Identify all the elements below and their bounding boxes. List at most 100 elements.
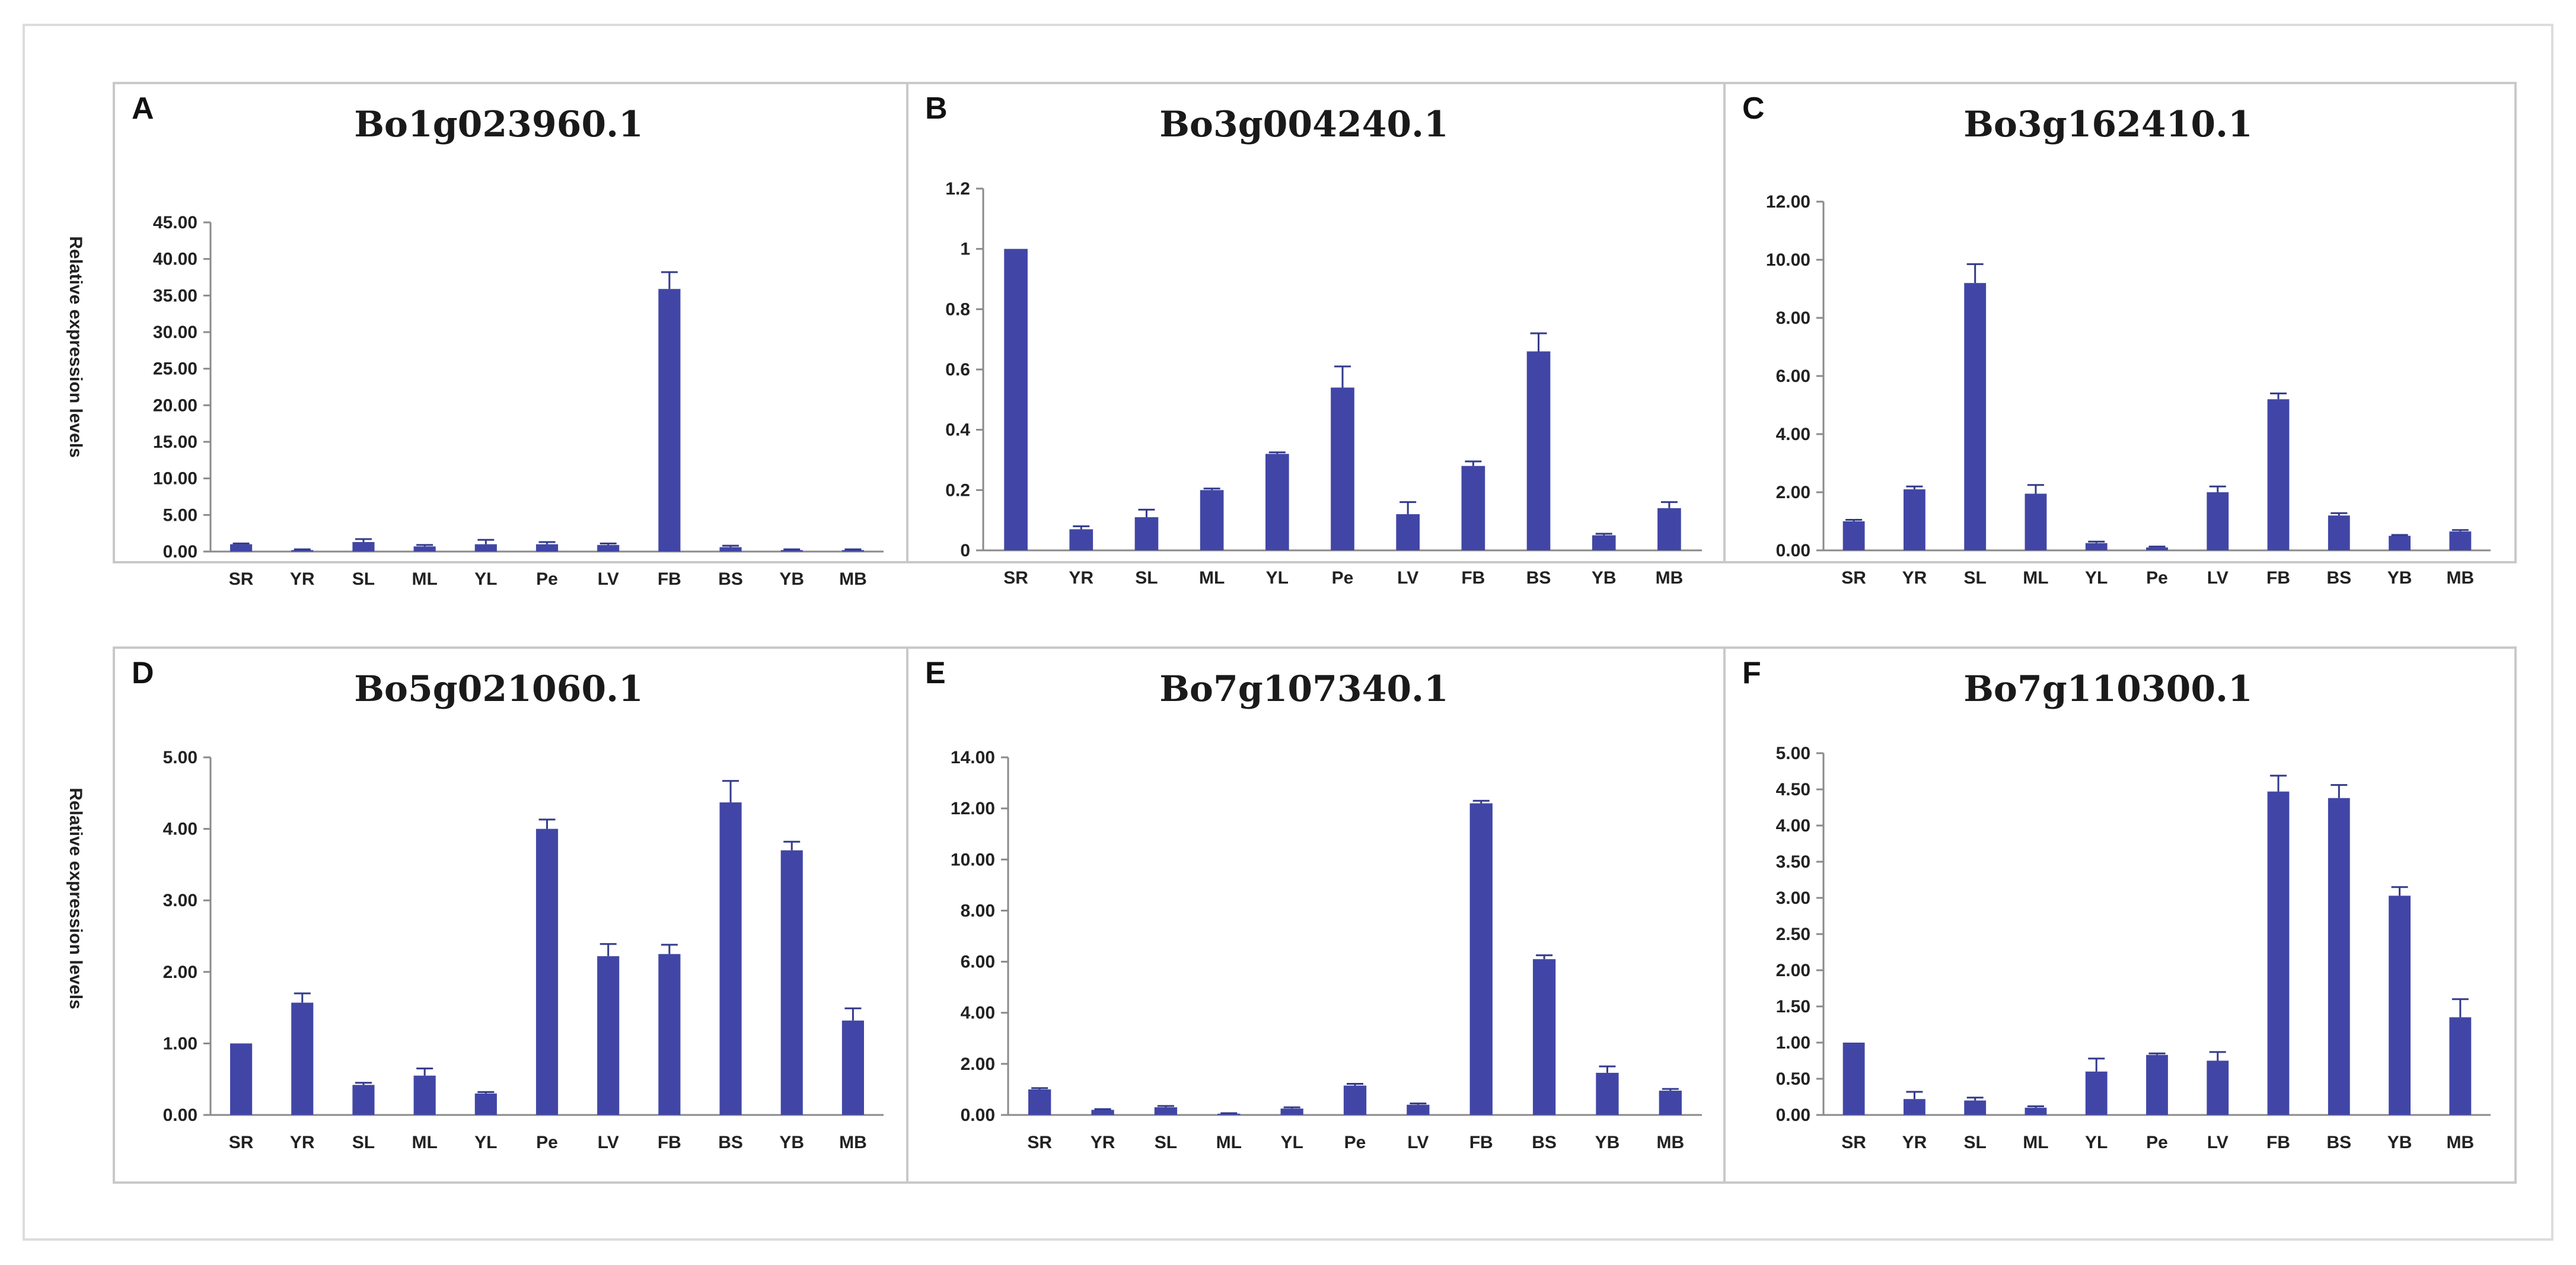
bar-sl — [352, 1085, 375, 1115]
bar-ml — [1200, 490, 1224, 550]
x-tick-label: MB — [839, 1133, 867, 1152]
panel-a: A Bo1g023960.1 0.00 5.00 10.00 15.00 20.00 25.0… — [113, 82, 908, 589]
x-tick-label: SL — [1964, 568, 1987, 588]
x-tick-label: YL — [474, 569, 497, 589]
bar-fb — [1461, 466, 1485, 550]
bar-pe — [1331, 387, 1354, 550]
x-tick-label: Pe — [1332, 568, 1354, 588]
bar-ml — [413, 546, 436, 552]
bar-mb — [1657, 508, 1681, 550]
x-tick-label: ML — [1199, 568, 1225, 588]
panel-d: D Bo5g021060.1 0.00 1.00 2.00 3.00 4.00 5.00 SR Y… — [113, 646, 908, 1184]
x-tick-label: ML — [2023, 568, 2048, 588]
bar-yr — [291, 1002, 314, 1115]
bar-ml — [413, 1075, 436, 1115]
bar-bs — [2328, 798, 2350, 1115]
bar-pe — [2146, 1054, 2168, 1115]
y-tick-label: 2.50 — [1776, 925, 1810, 944]
x-tick-label: ML — [1216, 1133, 1242, 1152]
bar-fb — [2267, 791, 2290, 1115]
bar-yb — [2389, 536, 2411, 550]
bar-bs — [1526, 351, 1551, 550]
y-tick-label: 12.00 — [1766, 192, 1810, 212]
y-tick-label: 2.00 — [1776, 483, 1810, 502]
y-tick-label: 3.00 — [163, 891, 197, 910]
y-tick-label: 6.00 — [961, 952, 995, 972]
chart-title: Bo3g162410.1 — [1963, 104, 2253, 145]
y-tick-label: 45.00 — [153, 213, 197, 232]
x-tick-label: SL — [352, 569, 375, 589]
x-tick-label: FB — [1469, 1133, 1493, 1152]
y-tick-label: 0.50 — [1776, 1069, 1810, 1089]
bar-ml — [2025, 1107, 2047, 1115]
y-axis-label-bottom: Relative expression levels — [66, 788, 85, 1009]
x-tick-label: FB — [2266, 568, 2290, 588]
chart-title: Bo5g021060.1 — [354, 668, 643, 710]
bar-yb — [1596, 1072, 1619, 1115]
x-tick-label: LV — [598, 1133, 619, 1152]
chart-panels: A Bo1g023960.10.005.0010.0015.0020.0025.0… — [113, 82, 2517, 1184]
y-tick-label: 0.6 — [945, 360, 970, 380]
panel-letter: D — [132, 656, 154, 690]
bar-pe — [535, 829, 559, 1115]
x-tick-label: Pe — [536, 569, 558, 589]
chart-title: Bo7g107340.1 — [1159, 668, 1449, 710]
x-tick-label: SL — [352, 1133, 375, 1152]
x-tick-label: SL — [1135, 568, 1158, 588]
bar-yr — [1091, 1110, 1114, 1115]
y-tick-label: 1.00 — [163, 1034, 197, 1053]
bar-yl — [2085, 543, 2108, 550]
y-tick-label: 35.00 — [153, 286, 197, 305]
y-tick-label: 5.00 — [1776, 744, 1810, 763]
x-tick-label: LV — [1397, 568, 1418, 588]
panel-letter: A — [132, 91, 154, 126]
x-tick-label: YR — [1091, 1133, 1115, 1152]
y-tick-label: 0.8 — [945, 299, 970, 319]
x-tick-label: ML — [412, 569, 437, 589]
x-tick-label: Pe — [536, 1133, 558, 1152]
bar-yr — [1904, 489, 1925, 550]
y-tick-label: 10.00 — [153, 469, 197, 489]
x-tick-label: BS — [1526, 568, 1551, 588]
bar-yl — [2085, 1071, 2108, 1115]
bar-yl — [1265, 454, 1289, 550]
bar-mb — [2449, 1017, 2472, 1115]
y-tick-label: 4.00 — [961, 1003, 995, 1023]
y-tick-label: 5.00 — [163, 748, 197, 767]
panel-f: F Bo7g110300.1 0.00 0.50 1.00 1.50 2.00 2.50 3.0… — [1723, 646, 2517, 1184]
y-tick-label: 0.00 — [1776, 541, 1810, 560]
x-tick-label: SR — [1003, 568, 1028, 588]
bar-yl — [1280, 1108, 1303, 1115]
bar-yb — [780, 550, 803, 552]
bar-fb — [658, 954, 681, 1115]
y-tick-label: 0.00 — [1776, 1105, 1810, 1125]
x-tick-label: SR — [1841, 568, 1866, 588]
x-tick-label: BS — [2326, 568, 2351, 588]
bar-pe — [1343, 1085, 1367, 1115]
bar-sl — [352, 541, 375, 552]
y-tick-label: 0.2 — [945, 480, 970, 500]
x-tick-label: BS — [718, 569, 743, 589]
x-tick-label: LV — [2207, 1133, 2229, 1152]
y-tick-label: 1.00 — [1776, 1033, 1810, 1053]
x-tick-label: LV — [598, 569, 619, 589]
y-tick-label: 10.00 — [1766, 250, 1810, 270]
x-tick-label: YR — [290, 1133, 315, 1152]
bar-yl — [474, 1093, 497, 1115]
y-tick-label: 0.00 — [961, 1105, 995, 1125]
bar-yb — [2389, 896, 2411, 1115]
bar-sl — [1964, 283, 1987, 550]
bar-sr — [1842, 521, 1865, 550]
x-tick-label: YB — [1595, 1133, 1620, 1152]
x-tick-label: YL — [2085, 1133, 2108, 1152]
panel-letter: C — [1742, 91, 1765, 126]
panel-frame — [906, 82, 1726, 563]
x-tick-label: YL — [1266, 568, 1289, 588]
x-tick-label: YL — [1280, 1133, 1303, 1152]
x-tick-label: Pe — [2146, 568, 2168, 588]
x-tick-label: FB — [658, 1133, 681, 1152]
x-tick-label: FB — [1461, 568, 1485, 588]
y-tick-label: 1 — [960, 240, 970, 259]
x-tick-label: SR — [1841, 1133, 1866, 1152]
y-tick-label: 2.00 — [163, 963, 197, 982]
